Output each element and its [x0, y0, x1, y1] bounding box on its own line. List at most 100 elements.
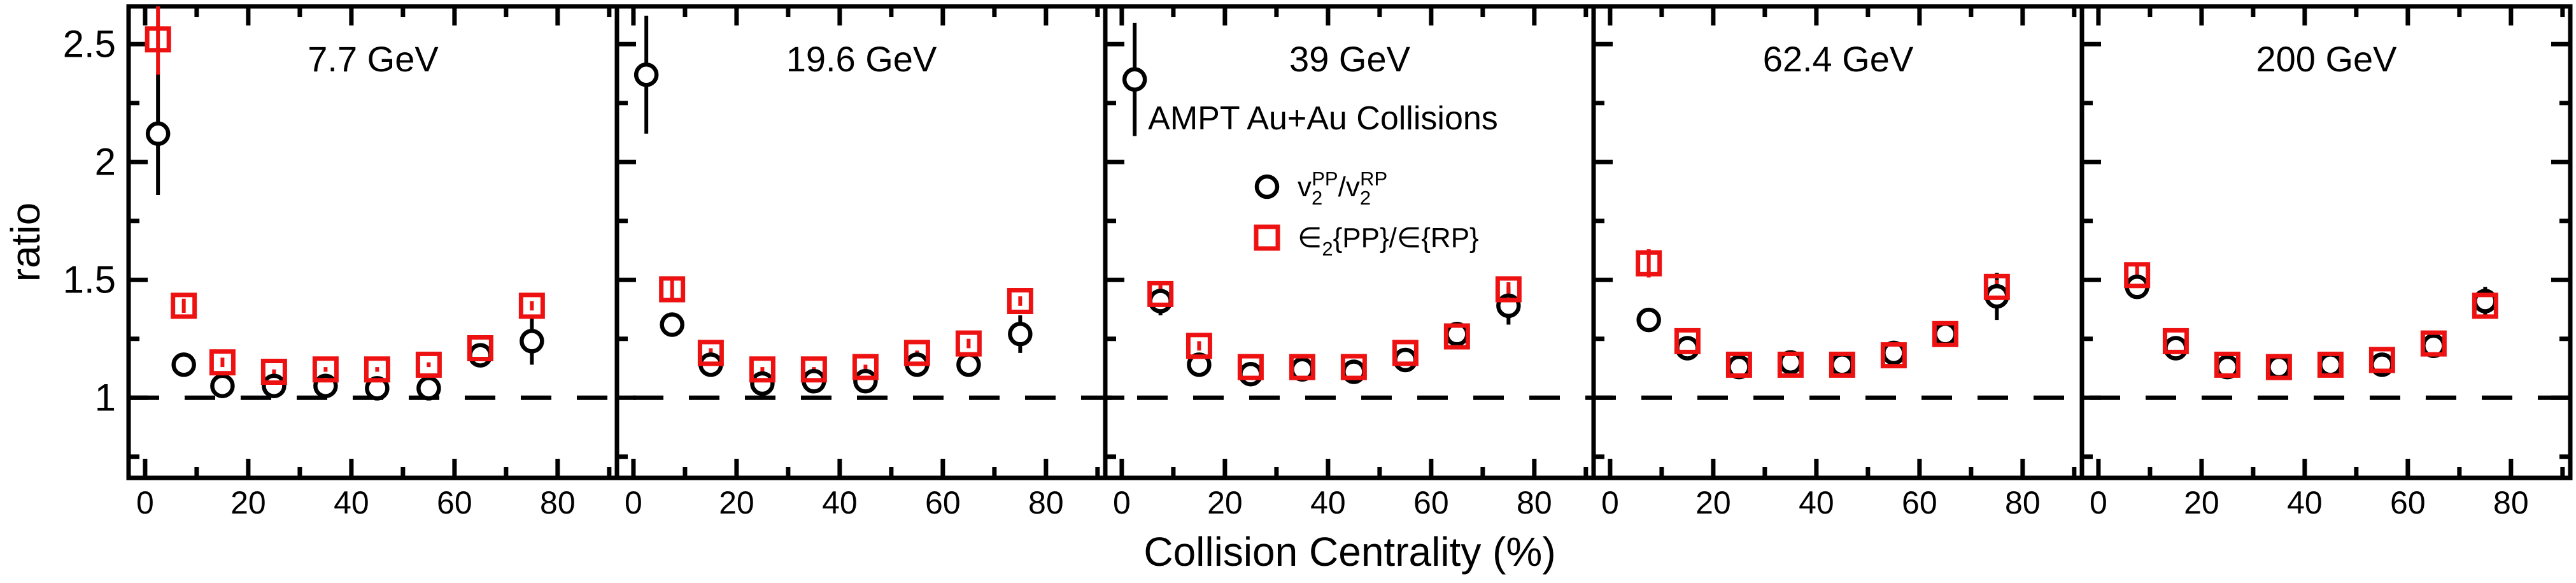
x-tick-label: 80 [2005, 485, 2041, 521]
y-tick-label: 1 [95, 377, 116, 419]
square-marker [1725, 351, 1752, 378]
legend: v2PP/v2RP∈2{PP}/∈{RP} [1254, 168, 1479, 260]
legend-label-segment: {RP} [1421, 222, 1479, 254]
x-tick-label: 40 [1310, 485, 1346, 521]
circle-marker [1148, 289, 1173, 313]
square-marker [2162, 327, 2189, 354]
square-marker [1007, 288, 1033, 314]
circle-marker [1636, 307, 1661, 333]
legend-entry-eps2pp-epsrp: ∈2{PP}/∈{RP} [1254, 222, 1479, 260]
y-tick-label: 2 [95, 141, 116, 184]
circle-marker [145, 121, 171, 147]
square-marker [1237, 354, 1264, 380]
square-marker [171, 292, 197, 319]
legend-square-marker [1254, 224, 1280, 251]
circle-marker [853, 369, 878, 394]
x-tick-label: 20 [1695, 485, 1731, 521]
legend-label-segment: v [1298, 171, 1312, 203]
square-marker [1983, 273, 2010, 300]
x-axis-title: Collision Centrality (%) [1143, 529, 1555, 575]
panel-frame-2: 0 20 40 60 80 [614, 4, 1108, 521]
x-tick-label: 0 [625, 485, 642, 521]
panel-data-19.6-gev [633, 15, 1033, 396]
panel-frame-5: 0 20 40 60 80 [2079, 4, 2573, 521]
panel-title-200gev: 200 GeV [2256, 39, 2397, 79]
x-tick-label: 20 [230, 485, 266, 521]
circle-marker [750, 371, 775, 396]
x-tick-label: 0 [2090, 485, 2107, 521]
square-marker [1185, 333, 1212, 359]
square-marker [2124, 262, 2151, 289]
circle-marker [1675, 336, 1700, 361]
square-marker [467, 335, 493, 361]
x-tick-label: 60 [1902, 485, 1937, 521]
square-marker [518, 292, 545, 319]
x-tick-label: 40 [2287, 485, 2323, 521]
circle-marker [1933, 322, 1958, 347]
circle-marker [2163, 336, 2188, 361]
legend-label-segment: PP [1312, 168, 1338, 190]
square-marker [260, 359, 287, 385]
square-marker [955, 330, 982, 357]
square-marker [2317, 351, 2344, 378]
panel-title-62.4gev: 62.4 GeV [1763, 39, 1914, 79]
circle-marker [660, 312, 684, 337]
legend-label-segment: 2 [1322, 238, 1333, 260]
y-tick-label: 2.5 [63, 23, 116, 66]
square-marker [2265, 354, 2292, 380]
x-tick-label: 60 [2390, 485, 2426, 521]
square-marker [364, 356, 390, 383]
axes-layer: 0 20 40 60 80 0 20 40 60 80 0 20 40 60 80 0 20 40 60 80 0 20 4… [63, 4, 2573, 521]
circle-marker [468, 343, 493, 368]
square-marker [1636, 250, 1662, 277]
circle-marker [520, 329, 544, 354]
square-marker [209, 349, 236, 376]
legend-circle-marker [1254, 174, 1280, 199]
square-marker [1674, 327, 1701, 354]
square-marker [1880, 342, 1907, 369]
x-tick-label: 20 [1207, 485, 1243, 521]
circle-marker [2318, 352, 2343, 377]
square-marker [2420, 330, 2447, 357]
x-tick-label: 80 [2493, 485, 2529, 521]
data-layer [145, 6, 2498, 401]
circle-marker [1238, 361, 1263, 387]
square-marker [800, 356, 827, 383]
panel-border [2079, 4, 2573, 480]
circle-marker [633, 62, 659, 87]
legend-label-segment: /v [1338, 171, 1360, 203]
legend-label-eps2pp-epsrp: ∈2{PP}/∈{RP} [1298, 222, 1479, 260]
x-tick-label: 80 [1517, 485, 1552, 521]
x-tick-label: 0 [1601, 485, 1619, 521]
panel-data-62.4-gev [1636, 249, 2010, 380]
circle-marker [956, 352, 981, 377]
panel-title-39gev: 39 GeV [1289, 39, 1411, 79]
legend-entry-v2pp-v2rp: v2PP/v2RP [1254, 168, 1387, 209]
square-marker [2368, 347, 2395, 373]
panel-title-7.7gev: 7.7 GeV [308, 39, 439, 79]
x-tick-label: 60 [1413, 485, 1449, 521]
square-marker [852, 354, 879, 380]
x-tick-label: 40 [334, 485, 369, 521]
y-tick-label: 1.5 [63, 259, 116, 301]
legend-label-segment: ∈ [1397, 222, 1421, 254]
legend-label-segment: RP [1360, 168, 1387, 190]
square-marker [415, 351, 442, 378]
x-tick-label: 40 [822, 485, 858, 521]
square-marker [697, 340, 724, 366]
x-tick-label: 0 [1113, 485, 1131, 521]
square-marker [2214, 351, 2240, 378]
square-marker [1829, 351, 1855, 378]
square-marker [2472, 292, 2498, 319]
circle-marker [1830, 352, 1855, 377]
legend-label-v2pp-v2rp: v2PP/v2RP [1298, 168, 1387, 209]
square-marker [903, 340, 930, 366]
circle-marker [210, 373, 235, 398]
x-tick-label: 0 [136, 485, 154, 521]
square-marker [1392, 340, 1419, 366]
square-marker [1932, 320, 1958, 347]
circle-marker [416, 376, 441, 401]
x-tick-label: 60 [437, 485, 472, 521]
square-marker [145, 26, 171, 53]
